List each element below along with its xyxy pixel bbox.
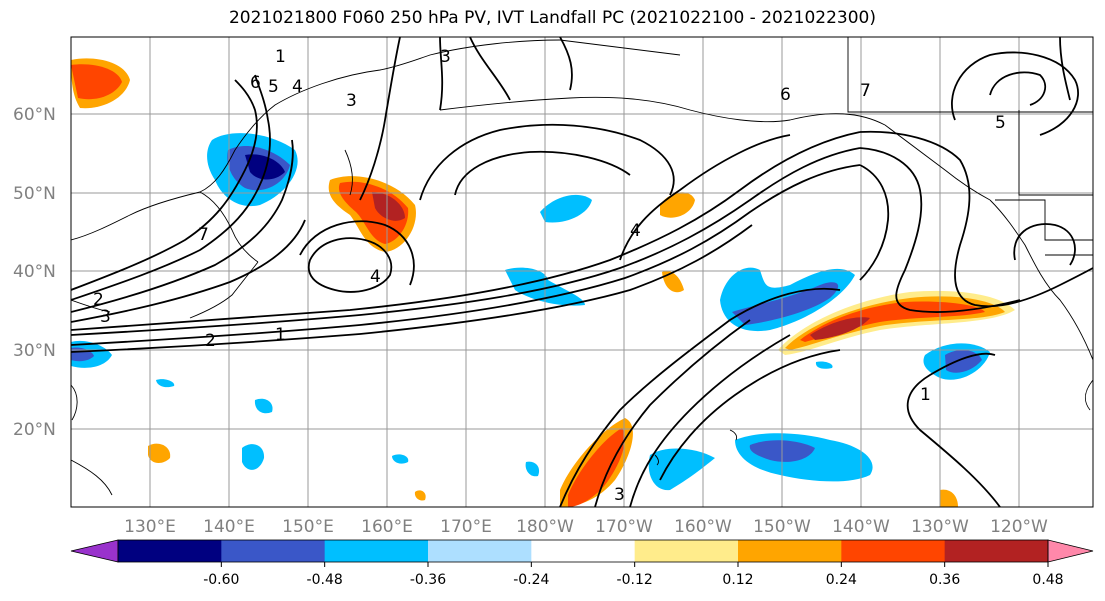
contour-label: 3 bbox=[440, 47, 451, 67]
map-title: 2021021800 F060 250 hPa PV, IVT Landfall… bbox=[228, 8, 876, 28]
contour-label: 7 bbox=[198, 225, 209, 245]
colorbar-frame bbox=[117, 539, 1049, 563]
contour-label: 4 bbox=[630, 221, 641, 241]
lon-label: 160°W bbox=[674, 517, 732, 537]
lon-label: 120°W bbox=[990, 517, 1048, 537]
contour-label: 6 bbox=[780, 85, 791, 105]
contour-label: 4 bbox=[292, 77, 303, 97]
contour-label: 1 bbox=[275, 47, 286, 67]
contour-label: 6 bbox=[250, 73, 261, 93]
contour-label: 5 bbox=[268, 77, 279, 97]
pv-shading bbox=[71, 58, 1015, 507]
colorbar-box bbox=[118, 540, 222, 562]
colorbar: -0.60 -0.48 -0.36 -0.24 -0.12 0.12 0.24 0.36 0.4… bbox=[70, 539, 1094, 588]
lon-label: 140°E bbox=[203, 517, 255, 537]
colorbar-tick-label: -0.48 bbox=[307, 572, 343, 588]
pv-contours bbox=[71, 37, 1093, 507]
colorbar-box bbox=[634, 540, 739, 562]
lon-label: 130°E bbox=[124, 517, 176, 537]
colorbar-box bbox=[428, 540, 532, 562]
lon-label: 170°E bbox=[440, 517, 492, 537]
colorbar-tick-label: 0.48 bbox=[1032, 572, 1063, 588]
colorbar-extend-low bbox=[70, 539, 119, 563]
colorbar-tick-label: -0.60 bbox=[203, 572, 239, 588]
colorbar-tick-label: -0.12 bbox=[617, 572, 653, 588]
colorbar-box bbox=[324, 540, 429, 562]
contour-label: 3 bbox=[614, 485, 625, 505]
colorbar-box bbox=[841, 540, 946, 562]
lat-label: 50°N bbox=[13, 184, 56, 204]
colorbar-box bbox=[738, 540, 842, 562]
colorbar-extend-high bbox=[1047, 539, 1094, 563]
contour-label: 4 bbox=[370, 267, 381, 287]
contour-label: 7 bbox=[860, 81, 871, 101]
lat-label: 30°N bbox=[13, 341, 56, 361]
contour-label: 3 bbox=[100, 307, 111, 327]
map-frame bbox=[70, 36, 1094, 508]
contour-label: 5 bbox=[995, 113, 1006, 133]
map-area: 1 2 3 4 5 6 7 3 4 5 6 7 2 1 4 3 1 3 bbox=[71, 37, 1093, 507]
lon-label: 170°W bbox=[595, 517, 653, 537]
lon-label: 150°W bbox=[753, 517, 811, 537]
lat-label: 20°N bbox=[13, 420, 56, 440]
lon-label: 160°E bbox=[361, 517, 413, 537]
longitude-labels: 130°E 140°E 150°E 160°E 170°E 180°W 170°… bbox=[124, 517, 1048, 537]
lon-label: 130°W bbox=[911, 517, 969, 537]
contour-label: 2 bbox=[205, 331, 216, 351]
contour-label: 1 bbox=[920, 385, 931, 405]
colorbar-tick-label: 0.36 bbox=[929, 572, 960, 588]
colorbar-box bbox=[221, 540, 326, 562]
colorbar-tick-label: 0.24 bbox=[826, 572, 857, 588]
contour-labels: 1 2 3 4 5 6 7 3 4 5 6 7 2 1 4 3 1 3 bbox=[93, 47, 1006, 505]
contour-label: 1 bbox=[275, 325, 286, 345]
colorbar-tick-label: -0.36 bbox=[410, 572, 446, 588]
gridlines bbox=[71, 37, 1093, 507]
latitude-labels: 60°N 50°N 40°N 30°N 20°N bbox=[13, 105, 56, 440]
colorbar-box bbox=[531, 540, 636, 562]
contour-label: 3 bbox=[346, 91, 357, 111]
colorbar-box bbox=[944, 540, 1049, 562]
contour-label: 2 bbox=[93, 290, 104, 310]
lon-label: 150°E bbox=[282, 517, 334, 537]
lat-label: 60°N bbox=[13, 105, 56, 125]
colorbar-tick-label: -0.24 bbox=[513, 572, 549, 588]
colorbar-tick-label: 0.12 bbox=[722, 572, 753, 588]
lon-label: 140°W bbox=[832, 517, 890, 537]
lat-label: 40°N bbox=[13, 262, 56, 282]
lon-label: 180°W bbox=[516, 517, 574, 537]
